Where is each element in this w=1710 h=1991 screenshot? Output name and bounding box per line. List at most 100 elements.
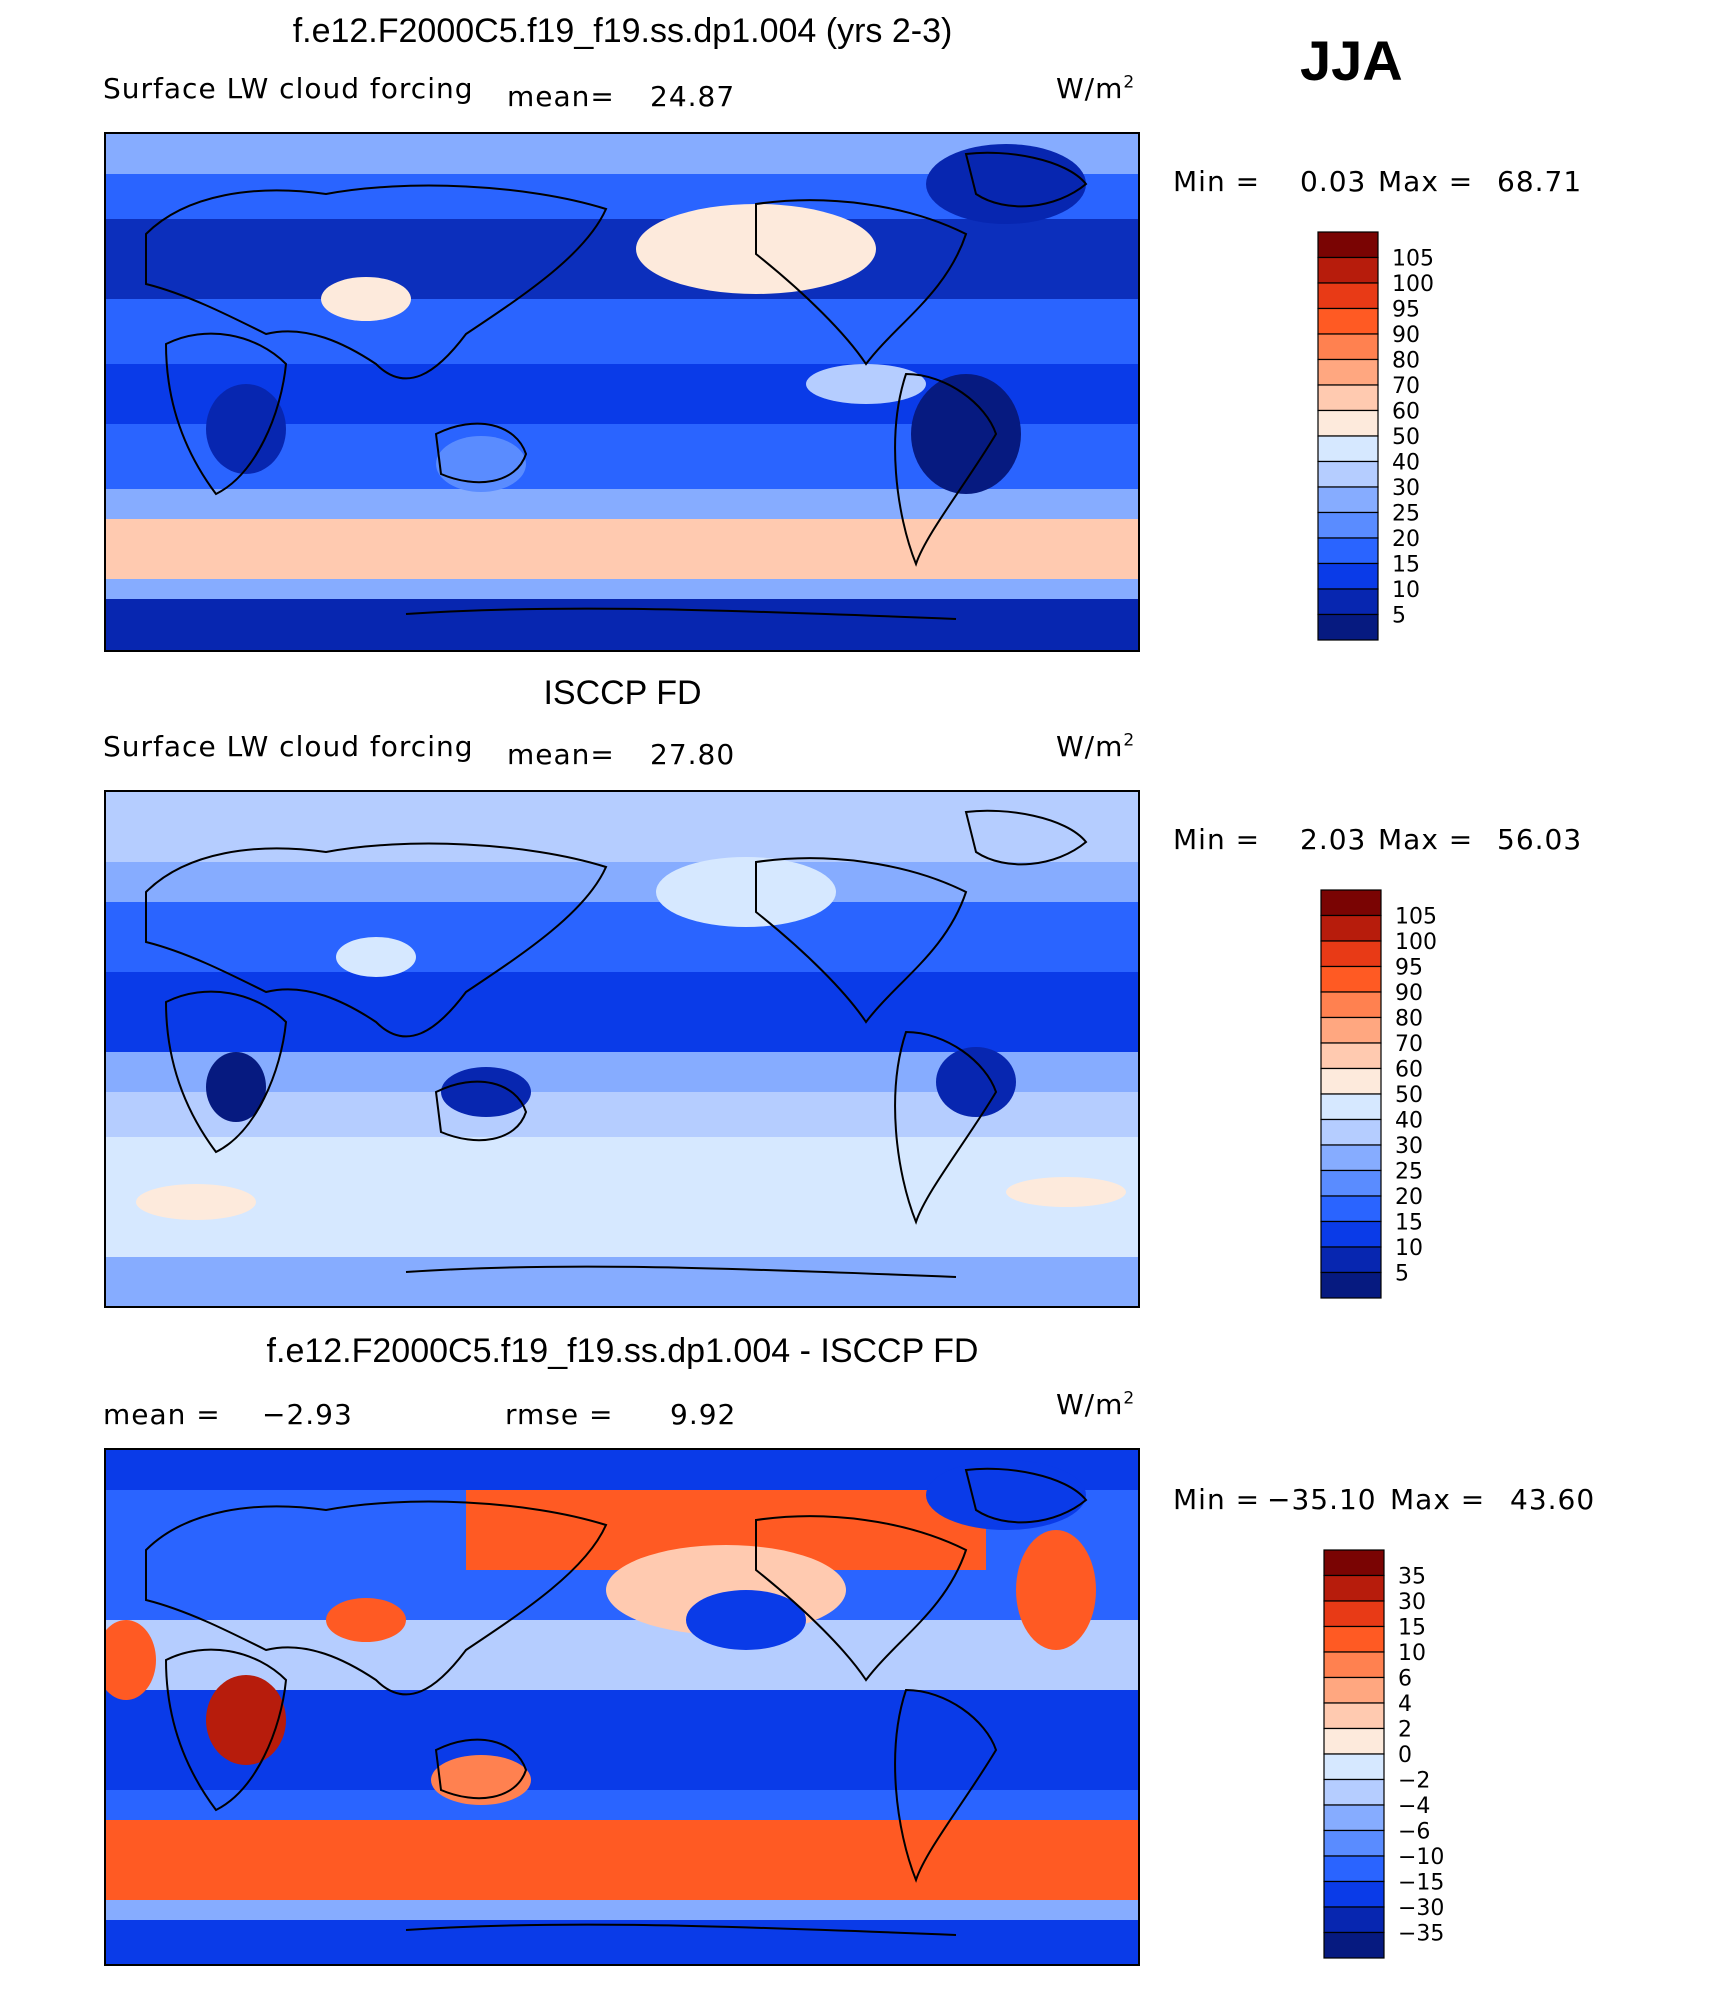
- colorbar-swatch: [1320, 1093, 1382, 1121]
- band-south-light: [106, 1900, 1138, 1920]
- colorbar-level-label: 40: [1392, 451, 1420, 476]
- coastlines: [145, 809, 1088, 1278]
- colorbar-swatch: [1320, 1246, 1382, 1274]
- panel1-colorbar: 105 100 95 90 80 70 60 50 40 30 25 20 15 10 5: [1317, 231, 1538, 642]
- band-southern-ocean: [106, 1137, 1138, 1257]
- panel2-units: W/m2: [1056, 730, 1136, 763]
- panel3-min-label: Min =: [1173, 1483, 1261, 1516]
- colorbar-swatch: [1320, 1195, 1382, 1223]
- blob-atlantic: [1016, 1530, 1096, 1650]
- colorbar-level-label: 95: [1395, 956, 1423, 981]
- colorbar-level-label: 6: [1398, 1667, 1412, 1692]
- panel1-min-value: 0.03: [1300, 165, 1367, 198]
- colorbar-swatch: [1323, 1753, 1385, 1781]
- blob-africa-south: [206, 384, 286, 474]
- colorbar-swatch: [1317, 409, 1379, 437]
- panel2-variable: Surface LW cloud forcing: [103, 730, 474, 763]
- colorbar-level-label: 100: [1392, 272, 1434, 297]
- blob-southern-peach-west: [136, 1184, 256, 1220]
- panel1-units: W/m2: [1056, 72, 1136, 105]
- panel1-min-label: Min =: [1173, 165, 1261, 198]
- colorbar-level-label: −2: [1398, 1769, 1430, 1794]
- colorbar-swatch: [1320, 1042, 1382, 1070]
- colorbar-swatch: [1323, 1676, 1385, 1704]
- colorbar-swatch: [1317, 486, 1379, 514]
- colorbar-swatch: [1317, 384, 1379, 412]
- season-label: JJA: [1300, 29, 1403, 92]
- colorbar-swatch: [1317, 588, 1379, 616]
- panel3-units: W/m2: [1056, 1388, 1136, 1421]
- colorbar-swatch: [1317, 256, 1379, 284]
- colorbar-level-label: −6: [1398, 1820, 1430, 1845]
- panel3-max-value: 43.60: [1510, 1483, 1596, 1516]
- colorbar-swatch: [1320, 889, 1382, 917]
- colorbar-level-label: 95: [1392, 298, 1420, 323]
- band-tropics-light: [106, 1620, 1138, 1690]
- blob-south-america: [911, 374, 1021, 494]
- colorbar-swatch: [1323, 1574, 1385, 1602]
- band-tropics: [106, 972, 1138, 1052]
- colorbar-swatch: [1317, 435, 1379, 463]
- colorbar-swatch: [1320, 940, 1382, 968]
- blob-asia-desert: [321, 277, 411, 321]
- panel2-max-value: 56.03: [1497, 823, 1583, 856]
- colorbar-level-label: 30: [1398, 1590, 1426, 1615]
- band-southern-ocean: [106, 1820, 1138, 1900]
- colorbar-level-label: 2: [1398, 1718, 1412, 1743]
- colorbar-swatch: [1317, 333, 1379, 361]
- panel2-max-label: Max =: [1378, 823, 1474, 856]
- colorbar-swatch: [1323, 1727, 1385, 1755]
- colorbar-swatch: [1320, 1271, 1382, 1299]
- colorbar-swatch: [1317, 537, 1379, 565]
- colorbar-swatch: [1317, 460, 1379, 488]
- panel2-mean-label: mean=: [507, 738, 615, 771]
- colorbar-level-label: 25: [1395, 1160, 1423, 1185]
- panel3-max-label: Max =: [1390, 1483, 1486, 1516]
- colorbar-swatch: [1323, 1931, 1385, 1959]
- band-arctic: [106, 792, 1138, 862]
- colorbar-level-label: 10: [1392, 578, 1420, 603]
- panel1-mean-label: mean=: [507, 80, 615, 113]
- panel3-rmse-label: rmse =: [505, 1398, 614, 1431]
- colorbar-swatch: [1320, 1144, 1382, 1172]
- band-antarctic: [106, 599, 1138, 650]
- colorbar-swatch: [1317, 511, 1379, 539]
- colorbar-level-label: −35: [1398, 1922, 1444, 1947]
- panel3-colorbar: 35 30 15 10 6 4 2 0 −2 −4 −6 −10 −15 −30 −35: [1323, 1549, 1544, 1960]
- panel1-title: f.e12.F2000C5.f19_f19.ss.dp1.004 (yrs 2-…: [292, 12, 953, 50]
- colorbar-swatch: [1323, 1778, 1385, 1806]
- colorbar-swatch: [1323, 1549, 1385, 1577]
- colorbar-level-label: −10: [1398, 1845, 1444, 1870]
- blob-greenland: [926, 144, 1086, 224]
- colorbar-swatch: [1317, 282, 1379, 310]
- colorbar-swatch: [1323, 1855, 1385, 1883]
- colorbar-level-label: 25: [1392, 502, 1420, 527]
- colorbar-swatch: [1320, 991, 1382, 1019]
- panel1-max-label: Max =: [1378, 165, 1474, 198]
- colorbar-level-label: 90: [1395, 981, 1423, 1006]
- panel3-min-value: −35.10: [1267, 1483, 1377, 1516]
- panel1-mean-value: 24.87: [650, 80, 736, 113]
- blob-africa-south: [206, 1675, 286, 1765]
- blob-west-edge: [106, 1620, 156, 1700]
- colorbar-swatch: [1317, 307, 1379, 335]
- colorbar-level-label: 15: [1395, 1211, 1423, 1236]
- colorbar-level-label: 80: [1392, 349, 1420, 374]
- panel2-min-value: 2.03: [1300, 823, 1367, 856]
- band-antarctic: [106, 1920, 1138, 1964]
- coastlines: [145, 151, 1088, 620]
- colorbar-swatch: [1320, 1016, 1382, 1044]
- colorbar-swatch: [1323, 1906, 1385, 1934]
- colorbar-swatch: [1323, 1625, 1385, 1653]
- colorbar-level-label: −15: [1398, 1871, 1444, 1896]
- colorbar-level-label: 50: [1395, 1083, 1423, 1108]
- panel3-rmse-value: 9.92: [670, 1398, 737, 1431]
- panel3-mean-label: mean =: [103, 1398, 221, 1431]
- band-north-mid: [106, 902, 1138, 972]
- blob-north-pacific: [656, 857, 836, 927]
- coastlines: [145, 1467, 1088, 1936]
- colorbar-swatch: [1320, 914, 1382, 942]
- colorbar-swatch: [1320, 1169, 1382, 1197]
- band-north-mid: [106, 219, 1138, 299]
- colorbar-swatch: [1317, 358, 1379, 386]
